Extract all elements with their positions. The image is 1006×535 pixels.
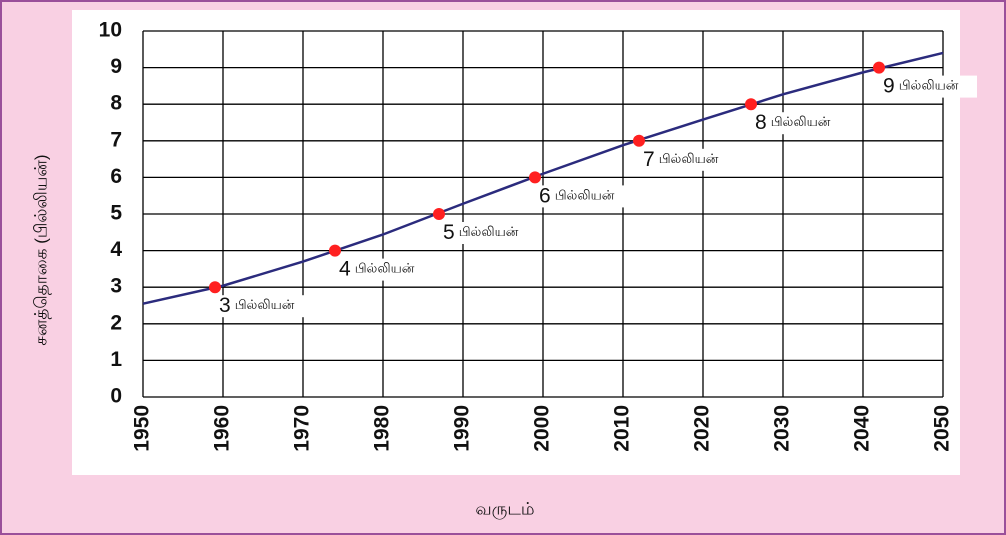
y-tick-label: 5 (110, 202, 122, 225)
milestone-point (873, 61, 885, 74)
milestone-label-box (537, 185, 633, 208)
milestone-label-box (881, 75, 977, 98)
milestone-label-box (441, 222, 537, 244)
milestone-point (433, 208, 445, 220)
milestone-unit: பில்லியன் (235, 298, 295, 313)
milestone-label-box (641, 148, 737, 171)
y-tick-label: 0 (110, 385, 122, 408)
y-axis-title: சனத்தொகை (பில்லியன்) (31, 154, 50, 345)
y-tick-label: 7 (110, 128, 122, 151)
x-tick-label: 2040 (851, 405, 874, 452)
y-tick-label: 8 (110, 92, 122, 115)
x-tick-label: 1970 (291, 405, 314, 452)
y-tick-label: 10 (99, 19, 122, 42)
milestone-label: 8 பில்லியன் (755, 111, 831, 134)
x-tick-label: 1960 (211, 405, 234, 452)
milestone-label: 4 பில்லியன் (339, 257, 415, 280)
milestone-point (633, 134, 645, 147)
milestone-value: 4 (339, 257, 351, 280)
x-tick-label: 2030 (771, 405, 794, 452)
x-tick-label: 2050 (931, 405, 954, 452)
x-tick-label: 2020 (691, 405, 714, 452)
milestone-label: 5 பில்லியன் (443, 221, 519, 244)
x-axis-title: வருடம் (475, 499, 534, 519)
milestone-unit: பில்லியன் (555, 188, 615, 203)
milestone-unit: பில்லியன் (771, 115, 831, 130)
milestone-label: 9 பில்லியன் (883, 74, 959, 97)
milestone-unit: பில்லியன் (355, 261, 415, 276)
x-tick-label: 1980 (371, 405, 394, 452)
x-tick-label: 2000 (531, 405, 554, 452)
milestone-point (209, 281, 221, 294)
milestone-label-box (753, 112, 849, 135)
milestone-value: 7 (643, 147, 655, 170)
y-tick-label: 4 (110, 238, 122, 261)
milestone-value: 6 (539, 184, 551, 207)
milestone-point (329, 244, 341, 257)
milestone-unit: பில்லியன் (899, 78, 959, 93)
milestone-label: 3 பில்லியன் (219, 294, 295, 317)
milestone-value: 9 (883, 74, 895, 97)
milestone-value: 3 (219, 294, 231, 317)
x-tick-label: 1990 (451, 405, 474, 452)
milestone-label: 7 பில்லியன் (643, 147, 719, 170)
x-tick-label: 1950 (131, 405, 154, 452)
milestone-label: 6 பில்லியன் (539, 184, 615, 207)
y-tick-label: 9 (110, 55, 122, 78)
milestone-point (745, 98, 757, 111)
milestone-unit: பில்லியன் (459, 224, 519, 239)
x-tick-label: 2010 (611, 405, 634, 452)
y-tick-label: 1 (110, 348, 122, 371)
milestone-label-box (337, 258, 433, 281)
milestone-label-box (217, 295, 313, 318)
population-line (142, 51, 944, 305)
y-tick-label: 2 (110, 311, 122, 334)
milestone-unit: பில்லியன் (659, 151, 719, 166)
y-tick-label: 6 (110, 165, 122, 188)
milestone-value: 8 (755, 111, 767, 134)
y-tick-label: 3 (110, 275, 122, 298)
milestone-value: 5 (443, 221, 455, 244)
milestone-point (529, 171, 541, 184)
